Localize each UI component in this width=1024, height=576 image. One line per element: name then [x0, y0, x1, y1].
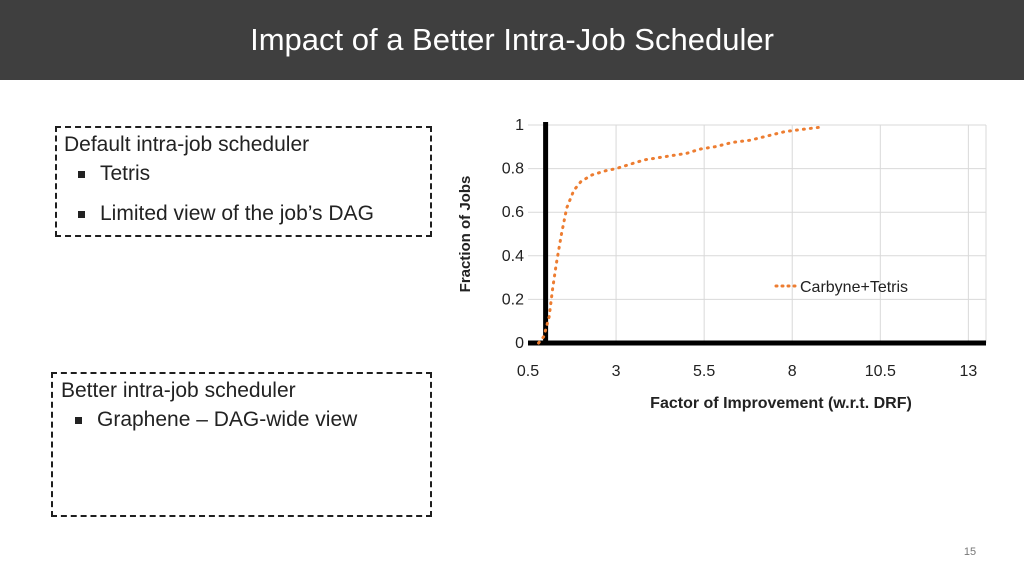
bullet-item: Graphene – DAG-wide view: [75, 408, 357, 432]
better-scheduler-title: Better intra-job scheduler: [61, 379, 296, 402]
bullet-square-icon: [78, 170, 85, 178]
legend: Carbyne+Tetris: [774, 279, 908, 296]
grid-lines: [528, 124, 987, 343]
y-tick-label: 0.8: [502, 161, 524, 178]
x-tick-label: 5.5: [693, 363, 715, 380]
default-scheduler-title: Default intra-job scheduler: [64, 133, 310, 156]
series-layer: [537, 125, 822, 345]
axes: [528, 122, 986, 346]
x-tick-label: 8: [788, 363, 797, 380]
bullet-text-tetris: Tetris: [100, 162, 151, 185]
bullet-text-graphene: Graphene – DAG-wide view: [97, 408, 358, 431]
default-scheduler-box: [55, 126, 432, 237]
x-tick-label: 0.5: [517, 363, 539, 380]
x-tick-label: 10.5: [865, 363, 896, 380]
y-tick-label: 0.6: [502, 204, 524, 221]
slide-title: Impact of a Better Intra-Job Scheduler: [250, 22, 774, 57]
x-tick-label: 13: [959, 363, 977, 380]
better-scheduler-box: [51, 372, 432, 517]
bullet-text-limited-view: Limited view of the job’s DAG: [100, 202, 374, 225]
tick-labels: 00.20.40.60.810.5 3 5.5 8 10.5 13: [502, 117, 978, 380]
x-tick-label: 3: [612, 363, 621, 380]
x-axis-label: Factor of Improvement (w.r.t. DRF): [650, 395, 912, 412]
y-tick-label: 0.2: [502, 291, 524, 308]
y-tick-label: 0: [515, 335, 524, 352]
y-tick-label: 1: [515, 117, 524, 134]
bullet-item: Tetris: [78, 162, 150, 186]
title-bar: [0, 0, 1024, 80]
bullet-item: Limited view of the job’s DAG: [78, 202, 374, 226]
y-tick-label: 0.4: [502, 248, 524, 265]
page-number: 15: [963, 546, 977, 558]
bullet-square-icon: [75, 416, 82, 424]
y-axis-label: Fraction of Jobs: [457, 176, 474, 293]
legend-label: Carbyne+Tetris: [800, 279, 908, 296]
series-line-carbyne-tetris: [537, 125, 822, 345]
bullet-square-icon: [78, 210, 85, 218]
